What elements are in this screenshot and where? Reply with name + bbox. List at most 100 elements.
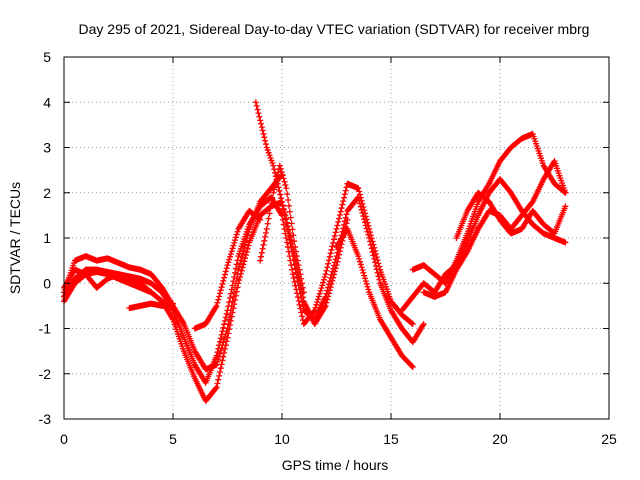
data-point xyxy=(239,264,246,271)
data-point xyxy=(334,258,341,265)
data-point xyxy=(337,208,344,215)
data-point xyxy=(216,353,223,360)
data-point xyxy=(232,280,239,287)
data-point xyxy=(370,252,377,259)
data-point xyxy=(332,229,339,236)
data-point xyxy=(147,288,154,295)
data-point xyxy=(362,219,369,226)
data-point xyxy=(361,216,368,223)
data-point xyxy=(341,194,348,201)
data-point xyxy=(420,320,427,327)
data-point xyxy=(296,266,303,273)
data-point xyxy=(291,238,298,245)
series-track-7 xyxy=(126,300,176,312)
data-point xyxy=(408,363,415,370)
data-point xyxy=(216,290,223,297)
data-point xyxy=(217,287,224,294)
data-point xyxy=(328,280,335,287)
data-point xyxy=(278,195,285,202)
data-point xyxy=(257,257,264,264)
data-point xyxy=(337,244,344,251)
data-point xyxy=(297,271,304,278)
data-point xyxy=(252,99,259,106)
data-point xyxy=(215,356,222,363)
data-point xyxy=(242,252,249,259)
data-point xyxy=(326,287,333,294)
data-point xyxy=(222,314,229,321)
data-point xyxy=(232,284,239,291)
y-tick-label: 3 xyxy=(43,140,51,156)
data-point xyxy=(331,232,338,239)
data-point xyxy=(339,201,346,208)
data-point xyxy=(336,248,343,255)
data-point xyxy=(244,245,251,252)
data-point xyxy=(287,233,294,240)
data-point xyxy=(318,285,325,292)
data-point xyxy=(276,162,283,169)
data-point xyxy=(372,259,379,266)
series-track-4 xyxy=(252,99,351,327)
data-point xyxy=(271,182,278,189)
y-tick-label: 1 xyxy=(43,230,51,246)
data-point xyxy=(324,264,331,271)
data-point xyxy=(358,206,365,213)
data-point xyxy=(357,203,364,210)
data-point xyxy=(334,222,341,229)
x-tick-label: 5 xyxy=(169,431,177,447)
data-point xyxy=(282,212,289,219)
data-point xyxy=(221,346,228,353)
data-point xyxy=(219,280,226,287)
data-point xyxy=(336,251,343,258)
data-point xyxy=(227,294,234,301)
data-point xyxy=(244,232,251,239)
data-point xyxy=(228,248,235,255)
data-point xyxy=(356,258,363,265)
data-point xyxy=(220,277,227,284)
data-point xyxy=(355,185,362,192)
x-tick-labels: 0 5 10 15 20 25 xyxy=(60,431,617,447)
data-point xyxy=(213,302,220,309)
data-point xyxy=(288,220,295,227)
data-point xyxy=(216,338,223,345)
data-point xyxy=(364,283,371,290)
series-track-12 xyxy=(453,189,569,241)
data-point xyxy=(230,242,237,249)
data-point xyxy=(229,245,236,252)
data-point xyxy=(361,272,368,279)
data-point xyxy=(258,249,265,256)
data-point xyxy=(327,250,334,257)
data-point xyxy=(221,336,228,343)
data-point xyxy=(215,376,222,383)
data-point xyxy=(253,102,260,109)
data-point xyxy=(220,324,227,331)
data-point xyxy=(356,200,363,207)
data-point xyxy=(267,205,274,212)
data-point xyxy=(294,257,301,264)
data-point xyxy=(343,211,350,218)
data-point xyxy=(226,256,233,263)
data-point xyxy=(367,238,374,245)
data-point xyxy=(263,225,270,232)
data-point xyxy=(562,203,569,210)
data-point xyxy=(330,274,337,281)
data-point xyxy=(292,244,299,251)
data-point xyxy=(148,289,155,296)
data-point xyxy=(236,263,243,270)
data-point xyxy=(335,255,342,262)
series-track-8 xyxy=(333,225,416,370)
data-point xyxy=(315,296,322,303)
data-point xyxy=(333,262,340,269)
data-point xyxy=(227,253,234,260)
data-point xyxy=(257,216,264,223)
data-point xyxy=(408,320,415,327)
data-point xyxy=(242,255,249,262)
series-track-5 xyxy=(257,162,307,296)
data-point xyxy=(242,241,249,248)
data-point xyxy=(238,267,245,274)
data-point xyxy=(283,185,290,192)
data-point xyxy=(320,276,327,283)
data-point xyxy=(216,372,223,379)
data-point xyxy=(363,225,370,232)
data-point xyxy=(315,293,322,300)
data-point xyxy=(254,106,261,113)
